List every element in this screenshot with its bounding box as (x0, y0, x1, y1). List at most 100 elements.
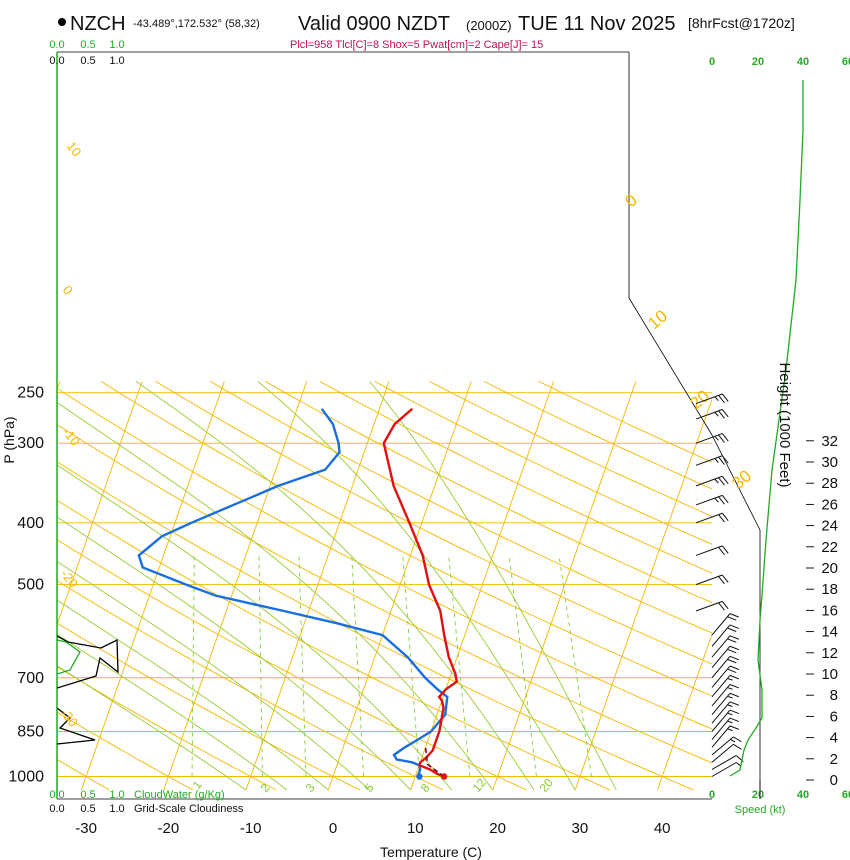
moist-adiabat-line (57, 401, 494, 791)
x-tick-label: 10 (407, 820, 424, 837)
mixing-ratio-label: 2 (258, 781, 273, 795)
wind-barb-flag (729, 701, 740, 706)
wind-speed-trace (729, 80, 804, 777)
cloudiness-bottom-tick: 0.5 (80, 803, 95, 815)
x-tick-label: -10 (240, 820, 262, 837)
speed-bottom-tick: 20 (752, 789, 764, 801)
dry-adiabat-line (57, 461, 694, 791)
dry-adiabat-line (100, 381, 712, 697)
cloud-water-trace (57, 639, 81, 675)
cloudiness-top-tick: 0.0 (49, 55, 64, 67)
wind-barb (711, 725, 740, 748)
speed-top-tick: 20 (752, 56, 764, 68)
height-tick-label: 30 (821, 454, 838, 471)
wind-barb-half-flag (727, 695, 733, 699)
dry-adiabat-line (374, 381, 712, 545)
wind-barb-staff (711, 655, 731, 679)
mixing-ratio-label: 5 (362, 781, 377, 795)
wind-barb-flag (721, 574, 729, 583)
wind-barb-flag (729, 717, 740, 723)
height-tick-label: 22 (821, 539, 838, 556)
wind-barb-staff (711, 717, 731, 740)
dry-adiabat-line (57, 499, 611, 791)
background-lines (57, 380, 712, 791)
wind-barb-flag (727, 668, 737, 674)
parcel-trace (424, 747, 445, 778)
wind-barb-flag (718, 602, 725, 611)
wind-barb-flag (729, 655, 740, 661)
wind-barb-half-flag (730, 739, 736, 743)
wind-barb-flag (721, 433, 729, 442)
isotherm-line (492, 381, 637, 791)
wind-barb (711, 701, 740, 724)
moist-adiabat-line (57, 516, 411, 791)
wind-barb-staff (711, 762, 737, 777)
mixing-ratio-line (402, 555, 420, 777)
wind-barb-half-flag (727, 728, 733, 732)
wind-barb-staff (711, 743, 734, 763)
wind-barb-half-flag (727, 687, 733, 690)
wind-barb (695, 574, 729, 586)
wind-barb-staff (711, 736, 734, 756)
wind-barb-flag (727, 616, 737, 621)
isotherm-line (80, 381, 225, 791)
wind-barb-staff (695, 409, 723, 420)
wind-barb (695, 600, 729, 612)
wind-barb-flag (729, 684, 740, 689)
wind-barb-staff (695, 512, 723, 524)
surface-temperature-dot (440, 773, 448, 780)
wind-barb-staff (711, 665, 731, 688)
height-tick-label: 28 (821, 475, 838, 492)
wind-barb-flag (718, 496, 725, 505)
pressure-tick-label: 250 (17, 385, 44, 402)
wind-barbs (695, 393, 744, 777)
dry-adiabat-label-upper: 0 (621, 190, 640, 211)
dry-adiabat-line (319, 381, 712, 574)
height-tick-label: 4 (830, 730, 838, 747)
station-marker (58, 18, 66, 26)
wind-barb-staff (711, 645, 731, 669)
wind-barb-flag (721, 455, 729, 464)
speed-bottom-tick: 0 (709, 789, 715, 801)
moist-adiabat-line (57, 464, 453, 791)
wind-barb-flag (729, 692, 740, 698)
wind-barb-half-flag (727, 720, 733, 724)
wind-barb-flag (729, 635, 740, 640)
mixing-ratio-label: 12 (470, 775, 490, 794)
pressure-tick-label: 1000 (8, 769, 44, 786)
wind-barb-flag (721, 409, 729, 418)
wind-barb-flag (718, 434, 725, 443)
height-tick-label: 10 (821, 666, 838, 683)
isotherm-line (657, 632, 712, 791)
wind-barb-flag (733, 743, 742, 750)
mixing-ratio-label: 20 (537, 775, 557, 794)
valid-time: Valid 0900 NZDT (298, 13, 450, 35)
wind-barb-staff (695, 393, 723, 405)
wind-barb (711, 709, 740, 732)
temperature-trace (382, 407, 459, 778)
speed-top-tick: 0 (709, 56, 715, 68)
dry-adiabat-line (210, 381, 712, 634)
wind-barb-flag (721, 475, 729, 485)
isotherm-line (410, 381, 555, 791)
wind-barb (695, 455, 729, 466)
wind-barb-flag (718, 477, 725, 486)
cloudiness-bottom-tick: 1.0 (109, 803, 124, 815)
pressure-tick-label: 400 (17, 515, 44, 532)
wind-barb (711, 717, 740, 740)
pressure-tick-label: 850 (17, 724, 44, 741)
wind-barb-flag (729, 665, 740, 670)
cloudiness-top-tick: 1.0 (109, 55, 124, 67)
wind-barb-flag (729, 613, 740, 618)
dry-adiabat-line (429, 381, 712, 517)
height-tick-label: 2 (830, 751, 838, 768)
valid-date: TUE 11 Nov 2025 (518, 13, 676, 35)
wind-barb-flag (727, 658, 737, 664)
wind-barb (711, 655, 740, 679)
wind-barb-flag (721, 393, 729, 402)
zulu-time: (2000Z) (466, 18, 512, 33)
wind-barb-flag (718, 410, 725, 419)
moist-adiabat-line (135, 381, 535, 791)
height-tick-label: 18 (821, 581, 838, 598)
